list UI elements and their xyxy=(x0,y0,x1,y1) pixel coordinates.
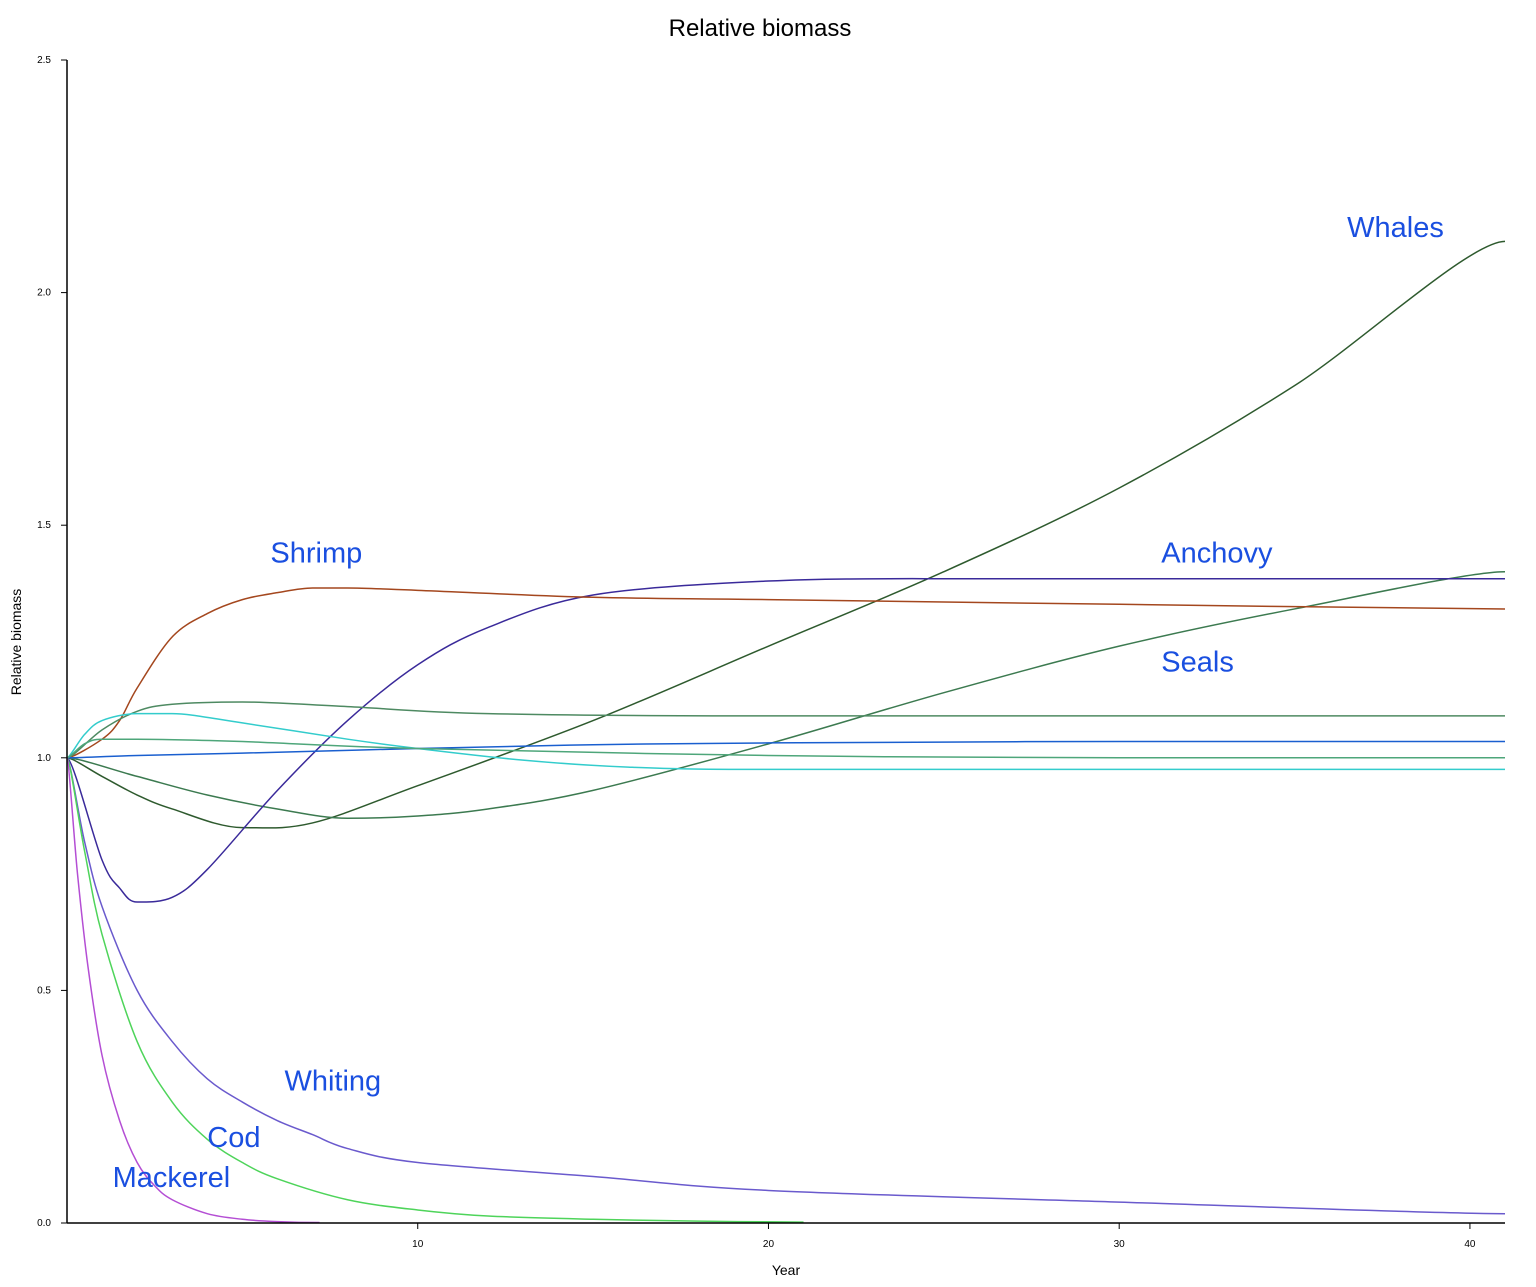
series-line-8 xyxy=(66,738,1505,759)
seals-series-line xyxy=(66,570,1506,820)
mackerel-series-line xyxy=(66,757,320,1224)
x-tick-label: 10 xyxy=(412,1239,424,1250)
y-tick-label: 0.5 xyxy=(37,985,51,996)
cod-series-line xyxy=(66,757,804,1223)
mackerel-label: Mackerel xyxy=(113,1162,231,1194)
x-tick-label: 20 xyxy=(763,1239,775,1250)
y-tick-label: 1.0 xyxy=(37,753,51,764)
anchovy-series-line xyxy=(66,577,1505,903)
shrimp-label: Shrimp xyxy=(270,537,362,569)
x-tick-label: 40 xyxy=(1464,1239,1476,1250)
series-line-7 xyxy=(66,740,1505,759)
x-tick-label: 30 xyxy=(1114,1239,1126,1250)
shrimp-series-line xyxy=(66,587,1506,759)
y-tick-label: 2.0 xyxy=(37,288,51,299)
series-line-6 xyxy=(66,712,1505,771)
x-axis-label: Year xyxy=(772,1262,801,1278)
y-tick-label: 0.0 xyxy=(37,1218,51,1229)
anchovy-label: Anchovy xyxy=(1161,537,1273,569)
y-tick-label: 2.5 xyxy=(37,55,51,66)
series-labels-layer: Whales Anchovy Shrimp Seals Whiting Cod Macker… xyxy=(113,212,1444,1194)
axes-layer: 0.0 0.5 1.0 1.5 2.0 2.5 10 20 30 40 xyxy=(37,55,1505,1250)
series-line-5 xyxy=(66,701,1505,759)
chart-title: Relative biomass xyxy=(669,15,852,42)
whales-label: Whales xyxy=(1347,212,1444,244)
whiting-label: Whiting xyxy=(284,1065,381,1097)
y-tick-label: 1.5 xyxy=(37,520,51,531)
seals-label: Seals xyxy=(1161,647,1234,679)
series-layer xyxy=(66,240,1506,1224)
cod-label: Cod xyxy=(207,1122,260,1154)
whales-series-line xyxy=(66,240,1506,829)
whiting-series-line xyxy=(66,757,1506,1215)
y-axis-label: Relative biomass xyxy=(8,589,24,696)
